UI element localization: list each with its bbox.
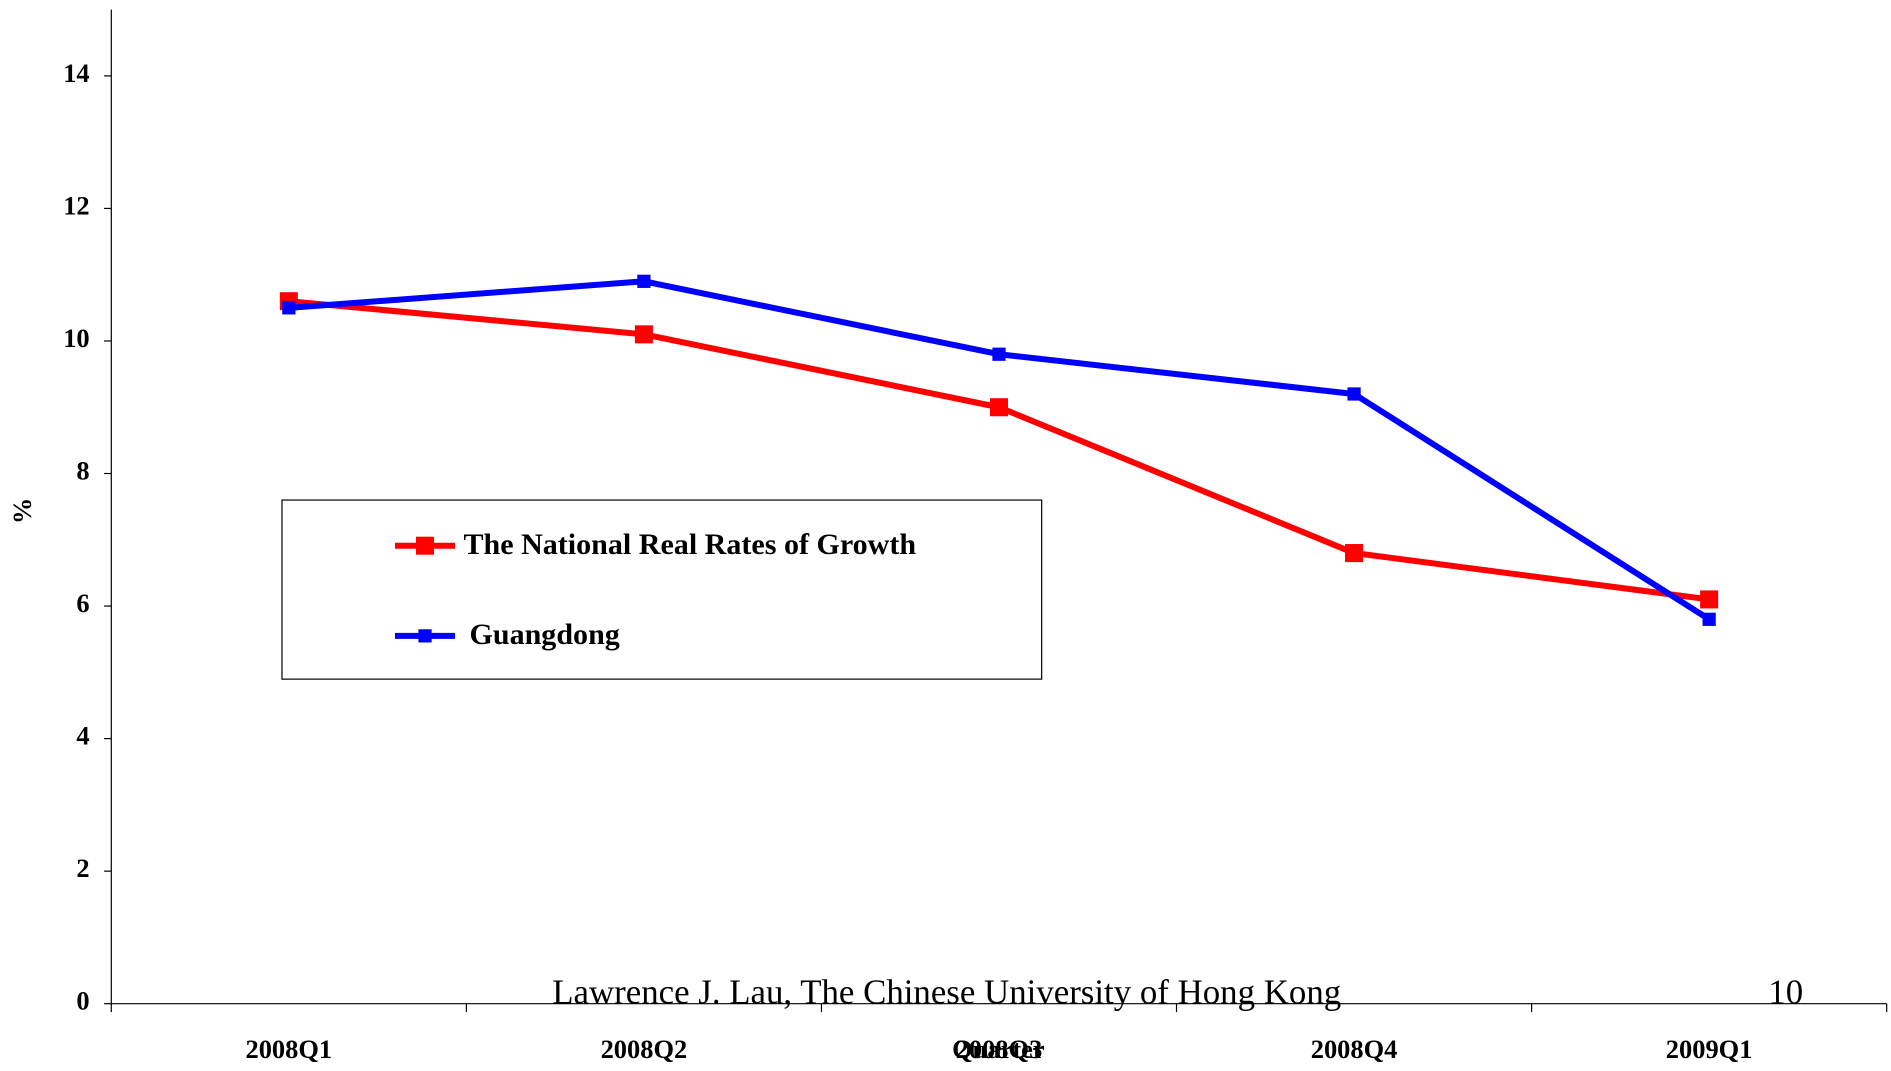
legend-label: Guangdong [470, 617, 620, 651]
marker [1345, 544, 1364, 563]
y-axis-label: % [7, 498, 37, 524]
legend-label: The National Real Rates of Growth [463, 527, 916, 561]
marker [1702, 612, 1716, 626]
x-tick-label: 2008Q4 [1311, 1034, 1398, 1064]
x-tick-label: 2009Q1 [1666, 1034, 1753, 1064]
y-tick-label: 4 [76, 721, 89, 751]
y-tick-label: 8 [76, 456, 89, 486]
y-tick-label: 6 [76, 588, 89, 618]
marker [1347, 387, 1361, 401]
x-tick-label: 2008Q1 [246, 1034, 333, 1064]
marker [989, 398, 1009, 417]
marker [634, 325, 653, 344]
footer: Lawrence J. Lau, The Chinese University … [552, 972, 1341, 1011]
y-tick-label: 2 [76, 853, 89, 883]
marker [637, 274, 651, 288]
y-tick-label: 12 [63, 190, 89, 220]
marker [992, 347, 1006, 361]
x-axis-label: Quarter [952, 1034, 1045, 1064]
legend-box [281, 499, 1043, 680]
legend-marker [416, 536, 435, 555]
x-tick-label: 2008Q3 [956, 1034, 1043, 1064]
marker [282, 301, 296, 315]
legend-marker [418, 629, 432, 643]
page-number: 10 [1768, 972, 1803, 1011]
x-tick-label: 2008Q2 [601, 1034, 688, 1064]
marker [1700, 590, 1719, 609]
y-tick-label: 14 [63, 58, 89, 88]
y-tick-label: 10 [63, 323, 89, 353]
y-tick-label: 0 [76, 986, 89, 1016]
